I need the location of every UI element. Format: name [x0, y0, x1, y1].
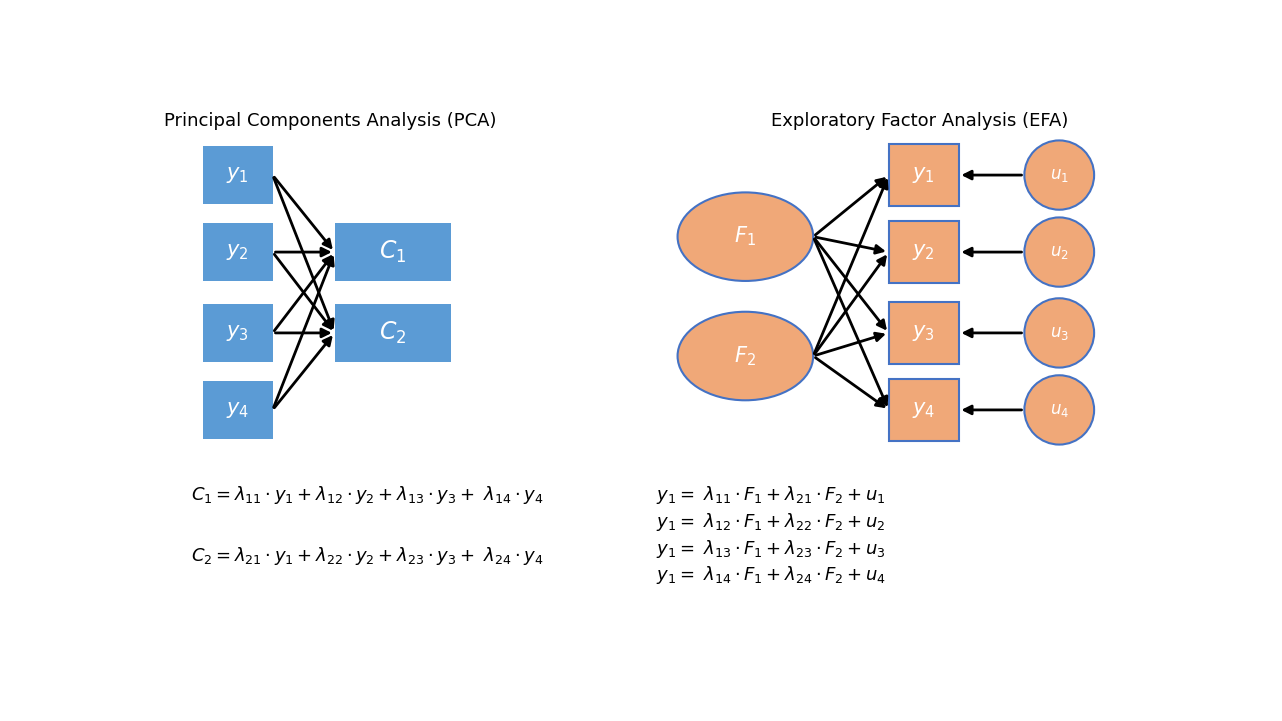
- FancyBboxPatch shape: [888, 379, 959, 441]
- Circle shape: [1024, 375, 1094, 445]
- Text: $F_1$: $F_1$: [735, 225, 756, 249]
- FancyBboxPatch shape: [203, 146, 273, 204]
- FancyBboxPatch shape: [335, 304, 451, 362]
- Text: $y_2$: $y_2$: [227, 242, 249, 262]
- Text: $u_4$: $u_4$: [1050, 401, 1069, 419]
- Text: $C_1$: $C_1$: [379, 239, 406, 265]
- Circle shape: [1024, 141, 1094, 210]
- Text: $y_1 = \ \lambda_{14} \cdot F_1 + \lambda_{24} \cdot F_2 + u_4$: $y_1 = \ \lambda_{14} \cdot F_1 + \lambd…: [656, 565, 886, 586]
- FancyBboxPatch shape: [203, 304, 273, 362]
- FancyBboxPatch shape: [203, 224, 273, 281]
- Text: $y_2$: $y_2$: [913, 242, 935, 262]
- FancyBboxPatch shape: [203, 381, 273, 439]
- Text: $y_1$: $y_1$: [227, 165, 249, 185]
- Text: $y_1$: $y_1$: [913, 165, 935, 185]
- Text: $y_4$: $y_4$: [226, 400, 250, 420]
- Ellipse shape: [678, 311, 813, 400]
- Text: $u_3$: $u_3$: [1050, 324, 1069, 342]
- FancyBboxPatch shape: [888, 302, 959, 363]
- Text: $y_4$: $y_4$: [912, 400, 936, 420]
- Text: $F_2$: $F_2$: [735, 344, 756, 368]
- Text: $u_2$: $u_2$: [1050, 243, 1069, 261]
- FancyBboxPatch shape: [888, 221, 959, 283]
- FancyBboxPatch shape: [888, 144, 959, 206]
- Text: $C_2$: $C_2$: [379, 320, 406, 346]
- Text: Exploratory Factor Analysis (EFA): Exploratory Factor Analysis (EFA): [770, 112, 1068, 131]
- Text: $C_2 = \lambda_{21} \cdot y_1 + \lambda_{22} \cdot y_2 + \lambda_{23} \cdot y_3 : $C_2 = \lambda_{21} \cdot y_1 + \lambda_…: [191, 545, 544, 567]
- Text: Principal Components Analysis (PCA): Principal Components Analysis (PCA): [164, 112, 497, 131]
- Text: $y_1 = \ \lambda_{13} \cdot F_1 + \lambda_{23} \cdot F_2 + u_3$: $y_1 = \ \lambda_{13} \cdot F_1 + \lambd…: [656, 538, 886, 559]
- Text: $C_1 = \lambda_{11} \cdot y_1 + \lambda_{12} \cdot y_2 + \lambda_{13} \cdot y_3 : $C_1 = \lambda_{11} \cdot y_1 + \lambda_…: [191, 484, 544, 505]
- Text: $u_1$: $u_1$: [1050, 166, 1069, 184]
- Text: $y_3$: $y_3$: [227, 323, 249, 343]
- FancyBboxPatch shape: [335, 224, 451, 281]
- Circle shape: [1024, 298, 1094, 368]
- Text: $y_1 = \ \lambda_{12} \cdot F_1 + \lambda_{22} \cdot F_2 + u_2$: $y_1 = \ \lambda_{12} \cdot F_1 + \lambd…: [656, 510, 886, 533]
- Text: $y_1 = \ \lambda_{11} \cdot F_1 + \lambda_{21} \cdot F_2 + u_1$: $y_1 = \ \lambda_{11} \cdot F_1 + \lambd…: [656, 484, 886, 505]
- Text: $y_3$: $y_3$: [913, 323, 935, 343]
- Ellipse shape: [678, 193, 813, 281]
- Circle shape: [1024, 218, 1094, 287]
